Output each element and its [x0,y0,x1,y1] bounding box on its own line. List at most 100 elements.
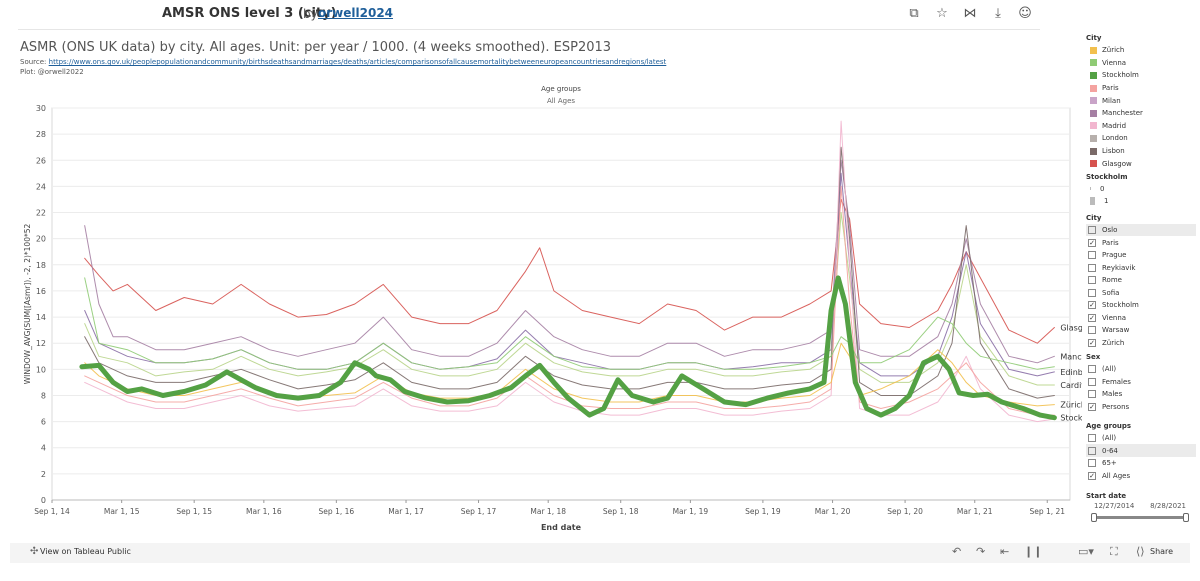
revert-icon[interactable]: ⇤ [1000,545,1010,558]
filter-option[interactable]: ✓ All Ages [1086,469,1196,482]
checkbox-checked[interactable]: ✓ [1088,313,1096,322]
y-tick-label: 20 [36,235,46,244]
y-tick-label: 14 [36,313,46,322]
legend-label: Vienna [1102,58,1127,67]
filter-option-label: (All) [1102,365,1117,374]
legend-item[interactable]: Stockholm [1086,69,1196,82]
filter-option[interactable]: Sofia [1086,286,1196,299]
filter-option[interactable]: ✓ Stockholm [1086,299,1196,312]
legend-item[interactable]: Milan [1086,94,1196,107]
legend-item[interactable]: Manchester [1086,107,1196,120]
legend-label: Madrid [1102,121,1127,130]
filter-option[interactable]: ✓ Vienna [1086,311,1196,324]
start-date-title: Start date [1086,491,1127,500]
legend-item[interactable]: Glasgow [1086,157,1196,170]
checkbox-unchecked[interactable] [1088,276,1096,285]
legend-item[interactable]: Vienna [1086,57,1196,70]
source-link[interactable]: https://www.ons.gov.uk/peoplepopulationa… [48,58,667,66]
checkbox-unchecked[interactable] [1088,288,1096,297]
checkbox-checked[interactable]: ✓ [1088,301,1096,310]
share-nodes-icon[interactable]: ⋈ [963,6,977,21]
start-date-values: 12/27/2014 8/28/2021 [1094,502,1186,510]
checkbox-unchecked[interactable] [1088,263,1096,272]
y-tick-label: 30 [36,104,46,113]
y-tick-label: 22 [36,209,46,218]
legend-swatch [1090,84,1097,92]
legend-item[interactable]: Zürich [1086,44,1196,57]
start-date-slider[interactable] [1091,512,1189,522]
slider-handle-right[interactable] [1183,512,1189,522]
checkbox-unchecked[interactable] [1088,326,1096,335]
filter-option[interactable]: ✓ Zürich [1086,336,1196,349]
size-legend-label: 1 [1104,196,1109,205]
download-icon[interactable]: ⤓ [995,6,1001,21]
checkbox-checked[interactable]: ✓ [1088,338,1096,347]
checkbox-checked[interactable]: ✓ [1088,471,1096,480]
filter-option[interactable]: Females [1086,375,1196,388]
legend-swatch [1090,46,1097,54]
filter-option[interactable]: Warsaw [1086,324,1196,337]
filter-option[interactable]: ✓ Persons [1086,400,1196,413]
y-tick-label: 8 [41,391,46,400]
filter-option[interactable]: Males [1086,388,1196,401]
checkbox-unchecked[interactable] [1088,434,1096,443]
checkbox-unchecked[interactable] [1088,251,1096,260]
filter-option[interactable]: 0-64 [1086,444,1196,457]
legend-item[interactable]: Madrid [1086,120,1196,133]
filter-option[interactable]: 65+ [1086,457,1196,470]
y-tick-label: 16 [36,287,46,296]
x-tick-label: Sep 1, 20 [887,507,923,516]
series-line-madrid [84,120,1055,423]
legend-item[interactable]: London [1086,132,1196,145]
filter-option[interactable]: Prague [1086,249,1196,262]
legend-swatch [1090,160,1097,168]
city-filter-title: City [1086,213,1102,222]
x-tick-label: Sep 1, 18 [603,507,639,516]
filter-option[interactable]: Oslo [1086,223,1196,237]
copy-icon[interactable]: ⧉ [909,6,919,21]
legend-item[interactable]: Paris [1086,82,1196,95]
filter-option-label: Reykiavik [1102,263,1136,272]
share-button[interactable]: Share [1150,547,1174,556]
filter-option[interactable]: (All) [1086,432,1196,445]
checkbox-checked[interactable]: ✓ [1088,402,1096,411]
undo-icon[interactable]: ↶ [952,545,962,558]
legend-swatch [1090,134,1097,142]
checkbox-unchecked[interactable] [1088,446,1096,455]
filter-option[interactable]: (All) [1086,363,1196,376]
series-line-manchester [84,159,1055,364]
author-link[interactable]: orwell2024 [318,6,394,20]
device-icon[interactable]: ▭▾ [1078,545,1094,558]
filter-option-label: Males [1102,390,1123,399]
y-tick-label: 18 [36,261,46,270]
x-tick-label: Sep 1, 21 [1029,507,1065,516]
checkbox-unchecked[interactable] [1088,226,1096,235]
star-icon[interactable]: ☆ [936,6,948,21]
y-tick-label: 4 [41,444,46,453]
by-label: by [303,7,318,21]
checkbox-unchecked[interactable] [1088,390,1096,399]
checkbox-unchecked[interactable] [1088,377,1096,386]
filter-option[interactable]: Reykiavik [1086,261,1196,274]
city-filter: Oslo ✓ Paris Prague Reykiavik Rome Sofia ✓ Stock… [1086,223,1196,349]
checkbox-unchecked[interactable] [1088,365,1096,374]
source-label: Source: [20,58,47,66]
slider-handle-left[interactable] [1091,512,1097,522]
series-line-edinburgh [84,172,1055,377]
fullscreen-icon[interactable]: ⛶ [1110,545,1118,558]
user-icon[interactable]: ☺ [1018,6,1032,21]
view-on-tableau-link[interactable]: View on Tableau Public [40,547,131,556]
redo-icon[interactable]: ↷ [976,545,986,558]
series-end-label: Stockholm [1060,414,1082,423]
filter-option-label: Warsaw [1102,326,1130,335]
checkbox-checked[interactable]: ✓ [1088,238,1096,247]
pause-icon[interactable]: ❙❙ [1024,545,1043,558]
filter-option[interactable]: Rome [1086,274,1196,287]
filter-option[interactable]: ✓ Paris [1086,236,1196,249]
legend-item[interactable]: Lisbon [1086,145,1196,158]
x-tick-label: Sep 1, 15 [176,507,212,516]
share-icon[interactable]: ⟨⟩ [1136,545,1145,558]
checkbox-unchecked[interactable] [1088,459,1096,468]
y-tick-label: 0 [41,496,46,505]
